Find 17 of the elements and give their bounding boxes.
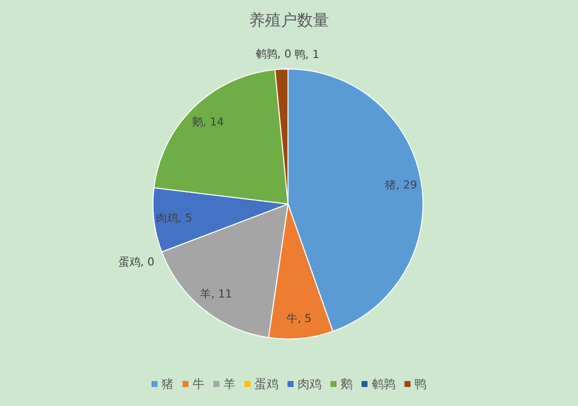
text: 鹌鹑, 0 — [255, 47, 292, 60]
legend-label: 鸭 — [414, 377, 426, 392]
chart-title: 养殖户数量 — [249, 10, 329, 30]
legend-label: 羊 — [224, 377, 236, 392]
data-label: 肉鸡, 5 — [156, 212, 192, 225]
legend-label: 牛 — [192, 377, 204, 392]
data-label: 鸭, 1 — [294, 48, 320, 61]
legend-label: 猪 — [162, 377, 174, 392]
legend-label: 蛋鸡 — [254, 377, 278, 392]
legend-label: 鹅 — [340, 377, 352, 392]
data-label: 羊, 11 — [200, 287, 232, 300]
legend-label: 鹌鹑 — [372, 377, 396, 392]
data-label: 猪, 29 — [385, 178, 418, 192]
legend-label: 肉鸡 — [298, 377, 322, 392]
text: 蛋鸡, 0 — [118, 255, 154, 268]
data-label: 鹅, 14 — [192, 116, 224, 129]
data-label: 牛, 5 — [286, 312, 312, 326]
